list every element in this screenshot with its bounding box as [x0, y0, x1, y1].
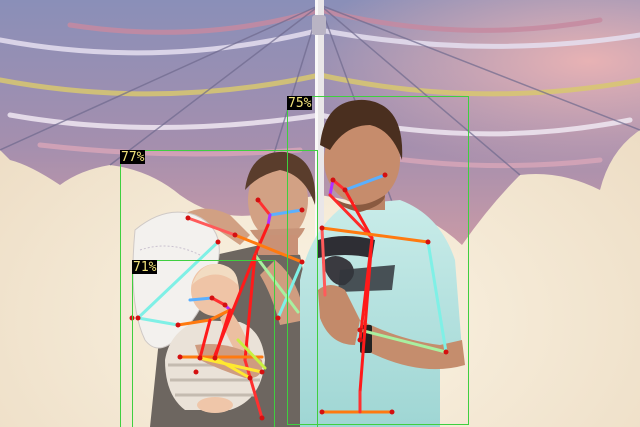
detection-box-baby: 71% — [132, 260, 275, 427]
detection-box-woman: 77% — [120, 150, 318, 427]
shirt-print — [318, 236, 395, 292]
man-skeleton — [320, 173, 448, 414]
keypoints — [129, 172, 449, 421]
detection-box-man: 75% — [287, 96, 469, 425]
man-figure — [300, 99, 465, 427]
detection-score-label: 71% — [132, 260, 158, 275]
woman-skeleton — [178, 198, 304, 420]
baby-skeleton — [136, 240, 267, 380]
detection-score-label: 77% — [120, 150, 146, 165]
umbrella — [0, 0, 640, 355]
detection-score-label: 75% — [287, 96, 313, 111]
